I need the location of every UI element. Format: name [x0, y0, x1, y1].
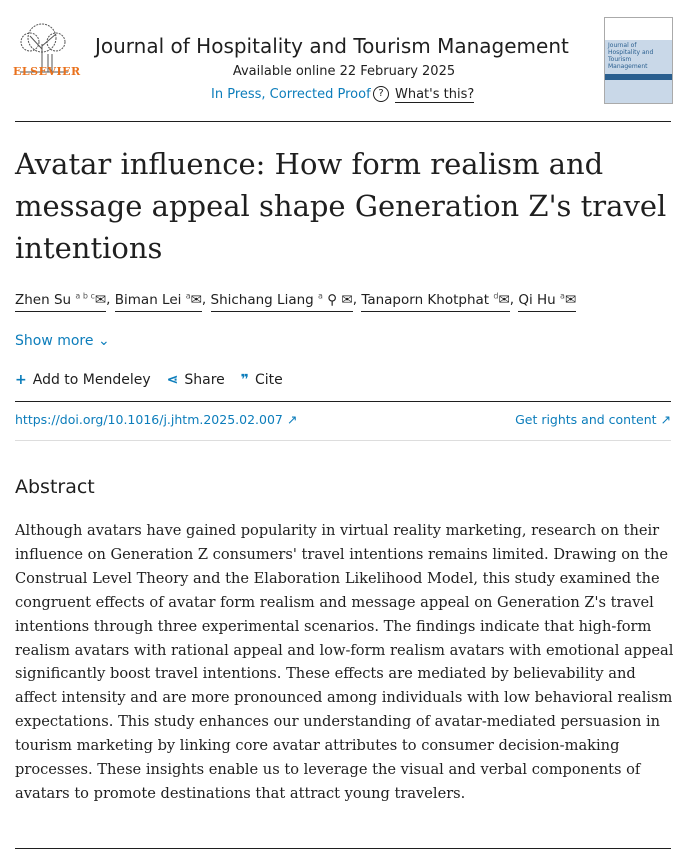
quote-icon: ❞: [240, 372, 250, 388]
in-press-status[interactable]: In Press, Corrected Proof: [211, 87, 371, 102]
divider: [15, 440, 671, 441]
mail-icon: ✉: [498, 291, 510, 308]
share-button[interactable]: ⋖ Share: [166, 372, 225, 388]
elsevier-wordmark[interactable]: ELSEVIER: [13, 65, 81, 78]
abstract-text: Although avatars have gained popularity …: [15, 522, 674, 802]
elsevier-tree-logo[interactable]: [12, 14, 74, 84]
cite-button[interactable]: ❞ Cite: [240, 372, 283, 388]
author-link[interactable]: Biman Lei a✉: [114, 291, 202, 312]
divider: [15, 401, 671, 402]
add-to-mendeley-button[interactable]: + Add to Mendeley: [15, 372, 151, 388]
person-icon: ⚲: [327, 291, 338, 308]
share-icon: ⋖: [166, 372, 179, 388]
article-title: Avatar influence: How form realism and m…: [15, 147, 667, 265]
divider: [15, 848, 671, 849]
author-link[interactable]: Qi Hu a✉: [518, 291, 577, 312]
available-online-date: Available online 22 February 2025: [232, 64, 456, 79]
abstract-heading: Abstract: [15, 476, 95, 498]
question-circle-icon[interactable]: ?: [373, 86, 389, 102]
whats-this-link[interactable]: What's this?: [395, 87, 475, 103]
author-link[interactable]: Tanaporn Khotphat d✉: [361, 291, 510, 312]
show-more-button[interactable]: Show more ⌄: [15, 333, 110, 349]
journal-title-link[interactable]: Journal of Hospitality and Tourism Manag…: [95, 34, 569, 58]
divider: [15, 121, 671, 122]
doi-link[interactable]: https://doi.org/10.1016/j.jhtm.2025.02.0…: [15, 412, 298, 427]
mail-icon: ✉: [94, 291, 107, 308]
article-toolbar: + Add to Mendeley ⋖ Share ❞ Cite: [15, 372, 283, 388]
journal-header: ELSEVIER Journal of Hospitality and Tour…: [0, 0, 688, 122]
external-link-icon: ↗: [660, 412, 671, 427]
journal-cover-image[interactable]: Journal of Hospitality and Tourism Manag…: [604, 17, 673, 104]
mail-icon: ✉: [190, 291, 202, 308]
get-rights-link[interactable]: Get rights and content ↗: [515, 412, 671, 427]
author-link[interactable]: Zhen Su a b c✉: [15, 291, 107, 312]
chevron-down-icon: ⌄: [97, 333, 110, 349]
author-link[interactable]: Shichang Liang a ⚲ ✉: [210, 291, 353, 312]
external-link-icon: ↗: [286, 412, 298, 427]
mail-icon: ✉: [564, 291, 577, 308]
mail-icon: ✉: [341, 291, 353, 308]
plus-icon: +: [15, 372, 27, 388]
cover-title: Journal of Hospitality and Tourism Manag…: [608, 42, 654, 70]
author-list: Zhen Su a b c✉, Biman Lei a✉, Shichang L…: [15, 291, 577, 312]
